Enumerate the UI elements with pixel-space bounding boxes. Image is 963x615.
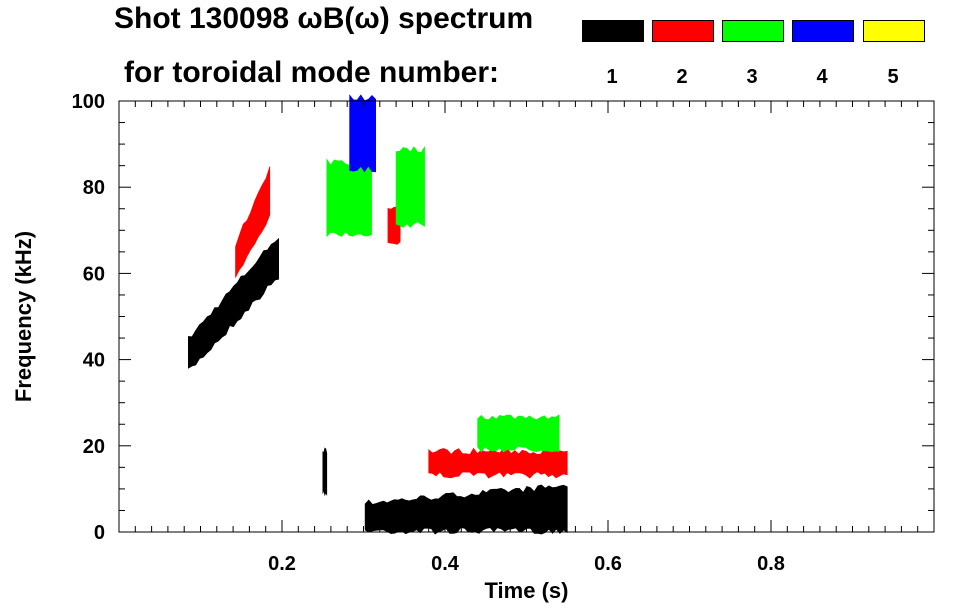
chart-title: Shot 130098 ωB(ω) spectrum bbox=[114, 2, 534, 35]
mode-2-region-1 bbox=[235, 166, 271, 278]
axes: 0.2 0.4 0.6 0.8 0 20 40 60 80 100 bbox=[72, 91, 935, 575]
legend-label-mode-1: 1 bbox=[606, 66, 618, 88]
mode-1-region-1 bbox=[188, 237, 280, 369]
legend-label-mode-5: 5 bbox=[887, 66, 899, 88]
x-tick-label: 0.4 bbox=[431, 553, 460, 575]
mode-2-region-2 bbox=[428, 447, 568, 479]
legend-label-mode-3: 3 bbox=[746, 66, 758, 88]
y-tick-label: 40 bbox=[83, 350, 105, 372]
legend-label-mode-2: 2 bbox=[676, 66, 688, 88]
y-tick-label: 60 bbox=[83, 263, 105, 285]
y-axis-label: Frequency (kHz) bbox=[11, 231, 36, 402]
x-axis-label: Time (s) bbox=[485, 578, 569, 603]
y-tick-label: 100 bbox=[72, 91, 105, 113]
mode-3-region-3 bbox=[477, 414, 560, 453]
legend-label-mode-4: 4 bbox=[816, 66, 828, 88]
legend-swatch-mode-4 bbox=[792, 20, 854, 42]
legend-swatch-mode-2 bbox=[652, 20, 714, 42]
x-tick-label: 0.2 bbox=[268, 553, 296, 575]
x-tick-label: 0.6 bbox=[594, 553, 622, 575]
legend-swatch-mode-1 bbox=[582, 20, 644, 42]
legend-swatch-mode-5 bbox=[863, 20, 925, 42]
chart-subtitle: for toroidal mode number: bbox=[124, 56, 499, 89]
mode-3-region-2 bbox=[395, 145, 425, 228]
spectrum-marks bbox=[188, 94, 568, 535]
mode-4-region-1 bbox=[349, 94, 377, 173]
mode-1-region-3 bbox=[322, 447, 328, 497]
y-tick-label: 20 bbox=[83, 436, 105, 458]
y-tick-label: 80 bbox=[83, 177, 105, 199]
x-tick-label: 0.8 bbox=[757, 553, 785, 575]
mode-1-region-2 bbox=[364, 484, 568, 535]
legend-swatch-mode-3 bbox=[722, 20, 784, 42]
y-tick-label: 0 bbox=[94, 522, 105, 544]
mode-3-region-1 bbox=[326, 158, 372, 238]
